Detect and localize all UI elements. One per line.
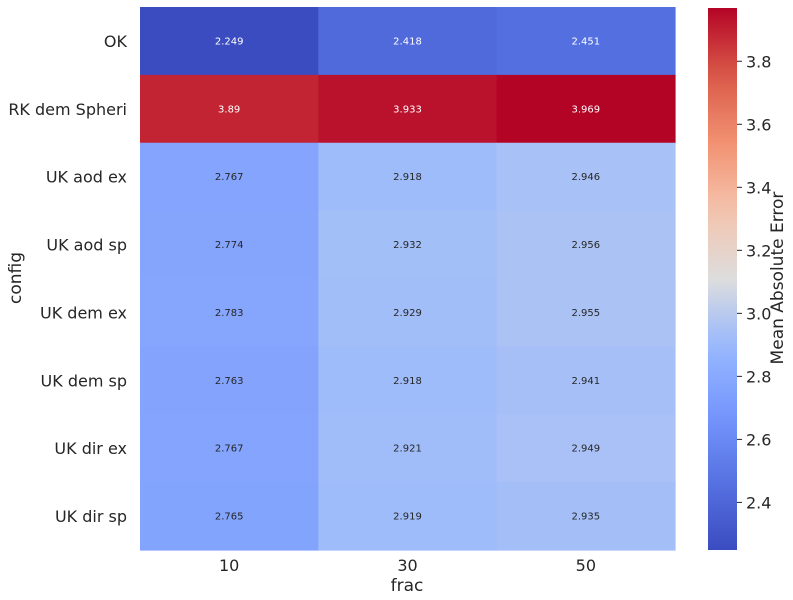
heatmap-cell [318, 482, 498, 551]
cell-value-label: 2.918 [393, 172, 422, 183]
cell-value-label: 2.767 [215, 444, 244, 455]
y-tick-label: UK dir sp [55, 507, 127, 526]
cell-value-label: 2.918 [393, 376, 422, 387]
cell-value-label: 2.941 [572, 376, 601, 387]
colorbar-tick-label: 3.0 [746, 304, 771, 323]
cell-value-label: 2.921 [393, 444, 422, 455]
cell-value-label: 3.969 [572, 104, 601, 115]
heatmap-cell [140, 210, 319, 280]
cell-value-label: 2.418 [393, 36, 422, 47]
heatmap-cell [496, 346, 676, 415]
cell-value-label: 2.956 [572, 240, 601, 251]
x-axis-label: frac [391, 576, 424, 596]
cell-value-label: 2.935 [572, 512, 601, 523]
cell-value-label: 2.946 [572, 172, 601, 183]
heatmap-cell [140, 74, 319, 144]
colorbar-tick-label: 2.8 [746, 367, 771, 386]
y-tick-label: UK dem ex [40, 303, 127, 322]
heatmap-cell [496, 7, 676, 76]
heatmap-cell [318, 414, 498, 483]
heatmap-cell [140, 278, 319, 347]
cell-value-label: 2.955 [572, 308, 601, 319]
heatmap-cell [140, 7, 319, 76]
colorbar-gradient [708, 8, 737, 550]
heatmap-cell [140, 142, 319, 212]
heatmap-cell [496, 482, 676, 551]
cell-value-label: 2.949 [572, 444, 601, 455]
cell-value-label: 2.932 [393, 240, 422, 251]
y-axis-tick-labels: OK RK dem Spheri UK aod ex UK aod sp UK dem … [8, 32, 127, 526]
heatmap-cell [318, 346, 498, 415]
heatmap-cell [318, 74, 498, 144]
x-tick-label: 30 [397, 556, 417, 575]
colorbar-ticks: 2.4 2.6 2.8 3.0 3.2 3.4 3.6 3.8 [737, 52, 771, 512]
colorbar-tick-label: 2.6 [746, 430, 771, 449]
y-tick-label: UK aod ex [46, 168, 127, 187]
x-axis-tick-labels: 10 30 50 [219, 556, 596, 575]
colorbar-label: Mean Absolute Error [768, 192, 788, 365]
heatmap-cell [318, 142, 498, 212]
cell-value-label: 2.767 [215, 172, 244, 183]
y-tick-label: UK dir ex [54, 439, 127, 458]
cell-value-label: 2.783 [215, 308, 244, 319]
cell-value-label: 2.929 [393, 308, 422, 319]
cell-value-label: 2.765 [215, 512, 244, 523]
colorbar-tick-label: 3.4 [746, 178, 771, 197]
cell-value-label: 2.919 [393, 512, 422, 523]
heatmap-cell [318, 210, 498, 280]
x-tick-label: 50 [576, 556, 596, 575]
heatmap-cell [140, 346, 319, 415]
heatmap-cells [140, 7, 676, 551]
colorbar-tick-label: 3.6 [746, 115, 771, 134]
y-tick-label: UK dem sp [41, 371, 127, 390]
y-tick-label: OK [104, 32, 128, 51]
heatmap-cell-labels: 2.249 2.418 2.451 3.89 3.933 3.969 2.767 2.918 2… [215, 36, 600, 522]
heatmap-cell [496, 210, 676, 280]
x-tick-label: 10 [219, 556, 239, 575]
cell-value-label: 3.89 [218, 104, 240, 115]
colorbar-tick-label: 3.2 [746, 241, 771, 260]
heatmap-cell [496, 74, 676, 144]
cell-value-label: 2.763 [215, 376, 244, 387]
colorbar-tick-label: 3.8 [746, 52, 771, 71]
heatmap-cell [140, 414, 319, 483]
y-axis-label: config [6, 252, 26, 304]
cell-value-label: 2.774 [215, 240, 244, 251]
cell-value-label: 3.933 [393, 104, 422, 115]
heatmap-cell [496, 142, 676, 212]
heatmap-cell [140, 482, 319, 551]
colorbar-tick-label: 2.4 [746, 493, 771, 512]
cell-value-label: 2.249 [215, 36, 244, 47]
heatmap-cell [318, 278, 498, 347]
y-tick-label: RK dem Spheri [8, 100, 127, 119]
heatmap-cell [318, 7, 498, 76]
cell-value-label: 2.451 [572, 36, 601, 47]
heatmap-cell [496, 414, 676, 483]
colorbar: 2.4 2.6 2.8 3.0 3.2 3.4 3.6 3.8 Mean Absolute E… [708, 8, 788, 550]
heatmap-cell [496, 278, 676, 347]
y-tick-label: UK aod sp [46, 236, 127, 255]
